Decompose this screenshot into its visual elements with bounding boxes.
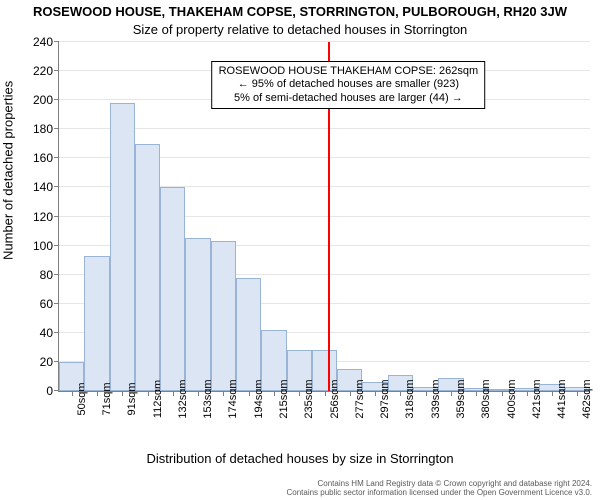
chart-container: ROSEWOOD HOUSE, THAKEHAM COPSE, STORRING…: [0, 0, 600, 500]
x-tick-mark: [426, 391, 427, 396]
x-tick-label: 462sqm: [581, 379, 593, 418]
histogram-bar: [211, 241, 236, 391]
y-tick-label: 0: [46, 384, 59, 398]
x-tick-label: 318sqm: [404, 379, 416, 418]
y-tick-label: 120: [33, 210, 59, 224]
y-tick-label: 80: [40, 268, 59, 282]
histogram-bar: [135, 144, 160, 391]
y-tick-label: 140: [33, 180, 59, 194]
x-tick-mark: [198, 391, 199, 396]
histogram-bar: [84, 256, 109, 391]
y-tick-label: 60: [40, 297, 59, 311]
histogram-bar: [160, 187, 185, 391]
x-tick-mark: [223, 391, 224, 396]
x-tick-mark: [476, 391, 477, 396]
x-tick-mark: [148, 391, 149, 396]
chart-subtitle: Size of property relative to detached ho…: [0, 22, 600, 37]
x-tick-mark: [451, 391, 452, 396]
y-tick-label: 100: [33, 239, 59, 253]
y-tick-label: 180: [33, 122, 59, 136]
annotation-line: ← 95% of detached houses are smaller (92…: [219, 78, 479, 91]
x-tick-mark: [577, 391, 578, 396]
page-title: ROSEWOOD HOUSE, THAKEHAM COPSE, STORRING…: [0, 4, 600, 19]
x-tick-mark: [72, 391, 73, 396]
annotation-line: 5% of semi-detached houses are larger (4…: [219, 92, 479, 105]
histogram-bar: [110, 103, 135, 391]
x-tick-mark: [527, 391, 528, 396]
x-tick-mark: [350, 391, 351, 396]
x-tick-label: 400sqm: [506, 379, 518, 418]
footer-line-1: Contains HM Land Registry data © Crown c…: [0, 479, 592, 489]
x-tick-mark: [299, 391, 300, 396]
y-axis-label: Number of detached properties: [1, 240, 16, 260]
x-tick-mark: [400, 391, 401, 396]
y-tick-label: 20: [40, 355, 59, 369]
annotation-box: ROSEWOOD HOUSE THAKEHAM COPSE: 262sqm← 9…: [212, 61, 486, 109]
plot-area: 02040608010012014016018020022024050sqm71…: [58, 42, 590, 392]
gridline: [59, 41, 590, 42]
gridline: [59, 128, 590, 129]
footer-line-2: Contains public sector information licen…: [0, 488, 592, 498]
x-tick-mark: [173, 391, 174, 396]
y-tick-label: 220: [33, 64, 59, 78]
histogram-bar: [236, 278, 261, 391]
x-tick-mark: [325, 391, 326, 396]
x-tick-mark: [274, 391, 275, 396]
x-tick-label: 380sqm: [480, 379, 492, 418]
histogram-bar: [185, 238, 210, 391]
x-axis-label: Distribution of detached houses by size …: [0, 451, 600, 466]
x-tick-mark: [249, 391, 250, 396]
x-tick-mark: [375, 391, 376, 396]
footer-attribution: Contains HM Land Registry data © Crown c…: [0, 479, 592, 498]
annotation-line: ROSEWOOD HOUSE THAKEHAM COPSE: 262sqm: [219, 65, 479, 78]
y-tick-label: 200: [33, 93, 59, 107]
x-tick-mark: [552, 391, 553, 396]
y-tick-label: 160: [33, 151, 59, 165]
x-tick-mark: [97, 391, 98, 396]
x-tick-label: 359sqm: [455, 379, 467, 418]
x-tick-label: 441sqm: [556, 379, 568, 418]
y-tick-label: 40: [40, 326, 59, 340]
y-tick-label: 240: [33, 35, 59, 49]
x-tick-mark: [502, 391, 503, 396]
x-tick-mark: [122, 391, 123, 396]
